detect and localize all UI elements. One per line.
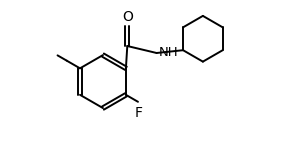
Text: O: O xyxy=(122,10,133,24)
Text: NH: NH xyxy=(159,47,178,59)
Text: F: F xyxy=(135,106,143,120)
